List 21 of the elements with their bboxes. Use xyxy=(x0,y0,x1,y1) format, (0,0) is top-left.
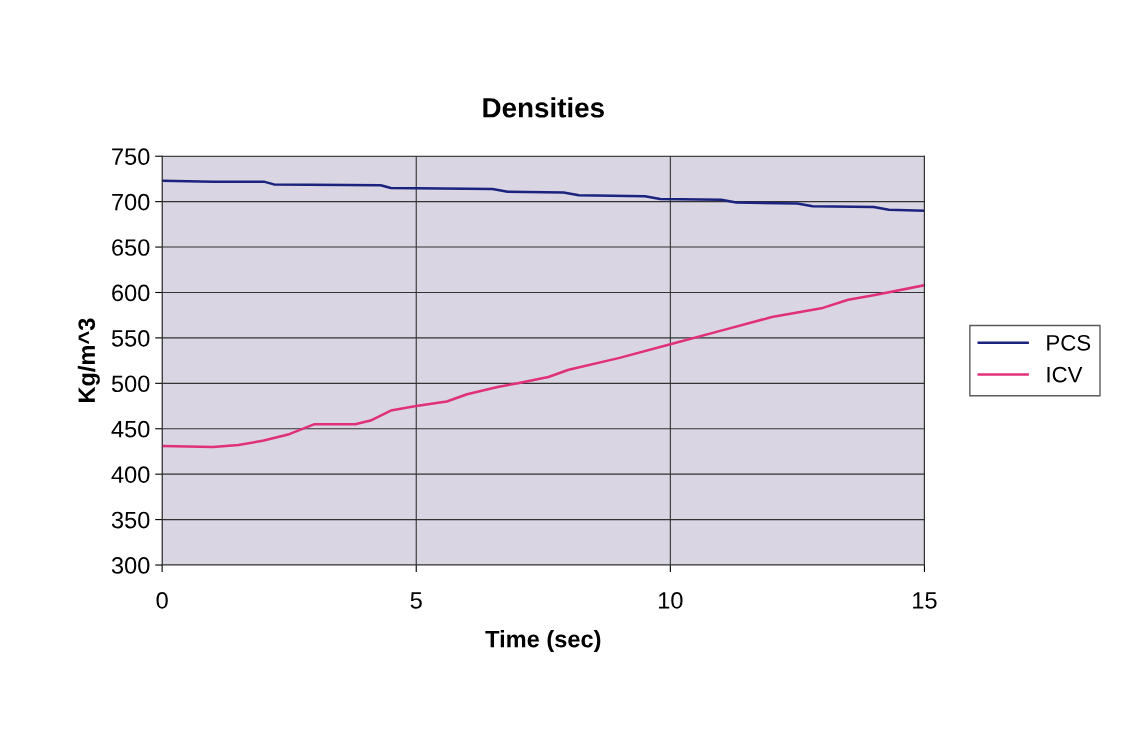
y-tick-label: 350 xyxy=(111,511,150,529)
y-tick-label: 650 xyxy=(112,239,150,256)
y-tick-label: 550 xyxy=(111,329,150,347)
x-tick-label: 15 xyxy=(913,592,937,609)
chart-title: Densities xyxy=(483,97,604,118)
x-tick-label: 10 xyxy=(659,592,683,609)
y-tick-label: 450 xyxy=(111,420,150,438)
x-axis-title: Time (sec) xyxy=(485,630,601,653)
legend-label: PCS xyxy=(1047,334,1091,351)
y-tick-label: 300 xyxy=(111,557,150,574)
x-tick-label: 0 xyxy=(156,592,168,609)
y-tick-label: 500 xyxy=(111,375,150,393)
y-tick-label: 400 xyxy=(111,466,150,483)
x-tick-label: 5 xyxy=(410,592,422,609)
legend-label: ICV xyxy=(1047,366,1083,383)
y-axis-title: Kg/m^3 xyxy=(77,318,100,403)
line-series xyxy=(162,179,925,212)
y-tick-label: 750 xyxy=(112,148,150,166)
y-tick-label: 700 xyxy=(112,193,150,211)
y-tick-label: 600 xyxy=(112,284,150,302)
line-series xyxy=(162,283,925,449)
